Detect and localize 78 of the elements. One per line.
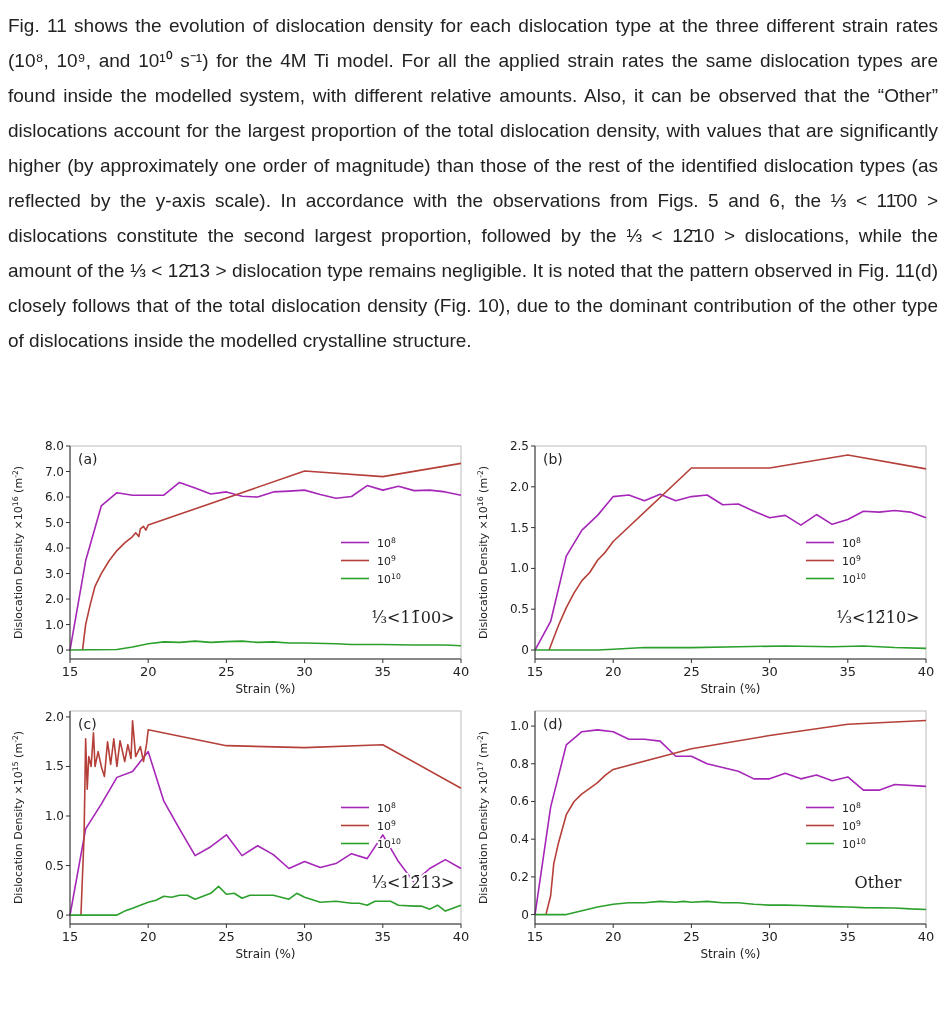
x-tick-label: 20: [604, 664, 622, 679]
x-axis-title: Strain (%): [700, 682, 761, 696]
x-tick-label: 40: [452, 929, 470, 944]
x-tick-label: 20: [139, 664, 157, 679]
legend-label: 10$^{9}$: [842, 553, 861, 568]
legend-label: 10$^{10}$: [377, 571, 401, 586]
x-axis-title: Strain (%): [700, 947, 761, 961]
x-tick-label: 25: [683, 929, 700, 944]
x-tick-label: 35: [374, 664, 392, 679]
x-tick-label: 35: [374, 929, 392, 944]
x-tick-label: 40: [917, 664, 935, 679]
y-tick-label: 1.5: [509, 520, 529, 535]
x-tick-label: 25: [218, 929, 235, 944]
y-tick-label: 2.5: [509, 439, 529, 453]
y-tick-label: 0.4: [509, 832, 529, 847]
x-tick-label: 30: [296, 929, 313, 944]
x-tick-label: 30: [296, 664, 313, 679]
x-tick-label: 15: [526, 664, 544, 679]
y-tick-label: 1.0: [44, 617, 64, 632]
annotation: (a): [78, 451, 98, 467]
legend-label: 10$^{8}$: [842, 800, 861, 815]
x-axis-title: Strain (%): [235, 947, 296, 961]
y-tick-label: 0: [56, 643, 64, 658]
y-tick-label: 0.8: [509, 756, 529, 771]
legend-label: 10$^{10}$: [842, 836, 866, 851]
line-series: [80, 720, 462, 916]
y-tick-label: 0: [521, 907, 529, 922]
legend-label: 10$^{9}$: [377, 818, 396, 833]
y-tick-label: 1.0: [509, 561, 529, 576]
y-tick-label: 6.0: [44, 490, 64, 505]
annotation: ⅓<12̄10>: [836, 607, 920, 627]
legend-label: 10$^{9}$: [377, 553, 396, 568]
y-tick-label: 4.0: [44, 541, 64, 556]
y-tick-label: 2.0: [44, 592, 64, 607]
x-tick-label: 30: [761, 664, 778, 679]
legend-label: 10$^{9}$: [842, 818, 861, 833]
legend-label: 10$^{10}$: [842, 571, 866, 586]
y-tick-label: 0: [521, 643, 529, 658]
annotation: ⅓<12̄13>: [371, 872, 455, 892]
y-tick-label: 2.0: [44, 709, 64, 724]
legend-label: 10$^{8}$: [842, 535, 861, 550]
line-series: [69, 640, 462, 651]
x-tick-label: 25: [683, 664, 700, 679]
x-tick-label: 40: [452, 664, 470, 679]
y-tick-label: 2.0: [509, 479, 529, 494]
y-tick-label: 0.5: [44, 858, 64, 873]
y-tick-label: 0.5: [509, 602, 529, 617]
line-series: [534, 493, 927, 651]
y-tick-label: 5.0: [44, 515, 64, 530]
y-tick-label: 7.0: [44, 464, 64, 479]
legend-label: 10$^{8}$: [377, 535, 396, 550]
y-tick-label: 1.5: [44, 759, 64, 774]
legend-label: 10$^{8}$: [377, 800, 396, 815]
x-tick-label: 15: [61, 664, 79, 679]
y-tick-label: 1.0: [44, 809, 64, 824]
x-tick-label: 25: [218, 664, 235, 679]
annotation: (c): [78, 716, 97, 732]
annotation: Other: [854, 872, 902, 892]
y-tick-label: 1.0: [509, 719, 529, 734]
y-tick-label: 0.2: [509, 869, 529, 884]
y-tick-label: 0: [56, 908, 64, 923]
annotation: (b): [543, 451, 563, 467]
x-tick-label: 20: [604, 929, 622, 944]
x-tick-label: 20: [139, 929, 157, 944]
y-tick-label: 3.0: [44, 566, 64, 581]
x-tick-label: 35: [839, 664, 857, 679]
annotation: (d): [543, 716, 563, 732]
line-series: [534, 900, 927, 916]
text: Fig. 11 shows the evolution of dislocation density for each dislocation type at the three different strain rates (10⁸, 10⁹, and 10¹⁰ s⁻¹) for the 4M Ti model. For all the applied strain rates the same dislocation types are found inside the modelled system, with different relative amounts. Also, it can be observed that the “Other” dislocations account for the largest proportion of the total dislocation density, with values that are significantly higher (by approximately one order of magnitude) than those of the rest of the identified dislocation types (as reflected by the y-axis scale). In accordance with the observations from Figs. 5 and 6, the ⅓ < 11̄00 > dislocations constitute the second largest proportion, followed by the ⅓ < 12̄10 > dislocations, while the amount of the ⅓ < 12̄13 > dislocation type remains negligible. It is noted that the pattern observed in Fig. 11(d) closely follows that of the total dislocation density (Fig. 10), due to the dominant contribution of the other type of dislocations inside the modelled crystalline structure.: [8, 15, 938, 351]
annotation: ⅓<11̄00>: [371, 607, 455, 627]
x-tick-label: 15: [526, 929, 544, 944]
y-tick-label: 0.6: [509, 794, 529, 809]
x-tick-label: 15: [61, 929, 79, 944]
x-axis-title: Strain (%): [235, 682, 296, 696]
x-tick-label: 30: [761, 929, 778, 944]
x-tick-label: 40: [917, 929, 935, 944]
x-tick-label: 35: [839, 929, 857, 944]
y-tick-label: 8.0: [44, 439, 64, 453]
